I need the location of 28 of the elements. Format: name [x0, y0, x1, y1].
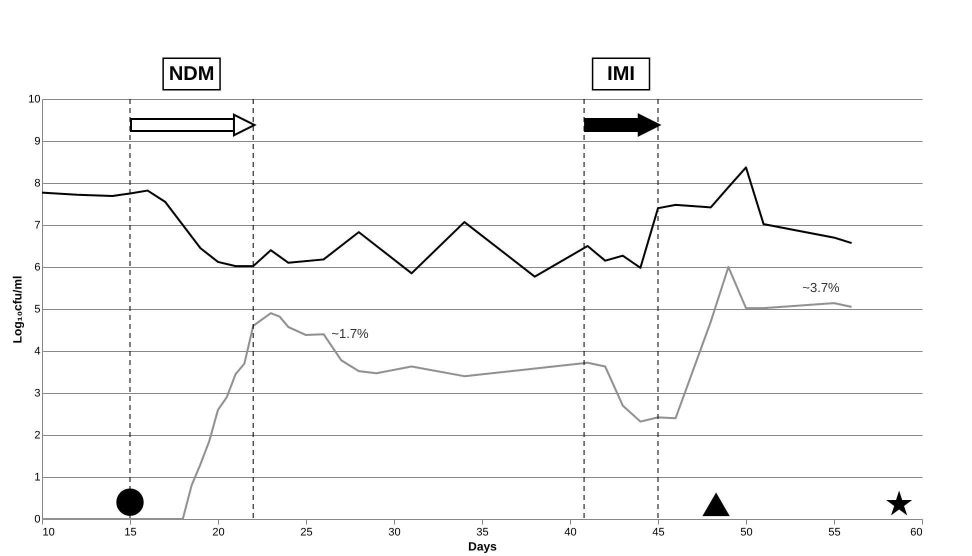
y-tick-label: 10 — [28, 94, 40, 106]
y-tick-label: 4 — [34, 346, 40, 358]
x-tick-label: 35 — [476, 526, 489, 538]
annotation: ~3.7% — [802, 280, 840, 295]
y-tick-label: 0 — [34, 514, 40, 526]
x-axis-title: Days — [468, 540, 498, 554]
y-tick-label: 8 — [34, 178, 40, 190]
x-tick-label: 30 — [388, 526, 401, 538]
x-tick-label: 25 — [300, 526, 313, 538]
y-tick-label: 3 — [34, 388, 40, 400]
y-axis-title: Log₁₀cfu/ml — [10, 276, 24, 344]
y-tick-label: 2 — [34, 430, 40, 442]
y-tick-label: 6 — [34, 262, 40, 274]
x-tick-label: 45 — [652, 526, 665, 538]
y-tick-label: 7 — [34, 220, 40, 232]
x-tick-label: 50 — [740, 526, 753, 538]
text: NDM — [168, 63, 214, 85]
x-tick-label: 60 — [910, 526, 922, 538]
x-tick-label: 20 — [212, 526, 225, 538]
y-tick-label: 9 — [34, 136, 40, 148]
x-tick-label: 55 — [828, 526, 841, 538]
x-tick-label: 10 — [42, 526, 55, 538]
text: IMI — [607, 63, 635, 85]
y-tick-label: 1 — [34, 472, 40, 484]
annotation: ~1.7% — [331, 326, 370, 341]
y-tick-label: 5 — [34, 304, 40, 316]
x-tick-label: 15 — [124, 526, 137, 538]
x-tick-label: 40 — [564, 526, 577, 538]
